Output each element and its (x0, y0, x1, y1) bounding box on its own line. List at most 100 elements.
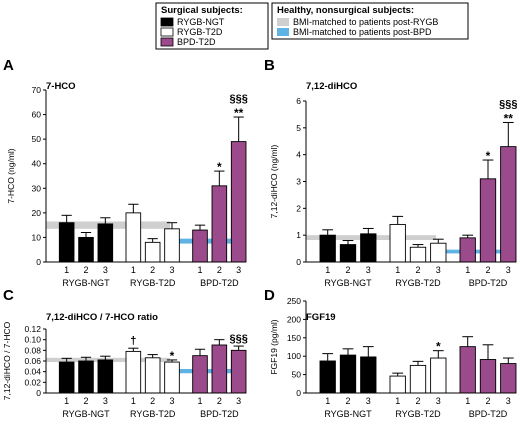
group-label: RYGB-NGT (62, 278, 110, 288)
band-bmi-bpd (174, 369, 246, 374)
group-label: BPD-T2D (469, 278, 508, 288)
legend-label-bmi-bpd: BMI-matched to patients post-BPD (293, 27, 432, 37)
y-tick-label: 0.02 (24, 377, 41, 387)
y-tick-label: 0 (36, 257, 41, 267)
legend-swatch-rygb-t2d (160, 27, 174, 37)
x-tick-label: 3 (436, 396, 441, 406)
x-tick-label: 1 (325, 396, 330, 406)
group-label: RYGB-T2D (395, 278, 441, 288)
bar (97, 223, 114, 263)
x-tick-label: 3 (436, 265, 441, 275)
y-axis-label: FGF19 (pg/ml) (269, 319, 279, 374)
bar (78, 236, 94, 263)
x-tick-label: 2 (150, 265, 155, 275)
y-tick-label: 2 (296, 203, 301, 213)
x-tick-label: 1 (131, 265, 136, 275)
bar (319, 360, 336, 394)
x-tick-label: 1 (197, 265, 202, 275)
bar (339, 354, 357, 394)
y-tick-label: 1 (296, 230, 301, 240)
y-tick-label: 200 (287, 314, 301, 324)
x-tick-label: 3 (169, 265, 174, 275)
panel-d: D FGF19 FGF19 (pg/ml) 1 2 3 1 2 3 1 2 3 0 50 100 150 200… (264, 287, 517, 419)
panel-title: 7,12-diHCO (306, 81, 357, 92)
group-label: BPD-T2D (200, 409, 239, 419)
bar (192, 355, 208, 394)
legend-swatch-bmi-bpd (277, 28, 289, 36)
bar (211, 185, 228, 263)
y-tick-label: 100 (287, 351, 301, 361)
x-tick-label: 1 (64, 396, 69, 406)
bar (97, 359, 114, 394)
y-tick-label: 4 (296, 150, 301, 160)
y-tick-label: 0.06 (24, 356, 41, 366)
bar (389, 223, 406, 263)
x-tick-label: 2 (415, 396, 420, 406)
bar (58, 361, 75, 394)
x-tick-label: 2 (415, 265, 420, 275)
y-tick-label: 0.12 (24, 324, 41, 334)
x-tick-label: 1 (197, 396, 202, 406)
panel-b: B 7,12-diHCO 7,12-diHCO (ng/ml) 1 2 3 1 2 3 1 2 3 0 1… (264, 57, 517, 288)
panel-letter: B (264, 57, 275, 74)
legend-healthy-title: Healthy, nonsurgical subjects: (277, 5, 414, 16)
legend-label-rygb-ngt: RYGB-NGT (177, 17, 225, 27)
bar (360, 233, 377, 263)
bar (409, 364, 427, 394)
x-tick-label: 1 (465, 265, 470, 275)
x-tick-label: 2 (485, 265, 490, 275)
y-tick-label: 6 (296, 96, 301, 106)
significance-annotation: * (436, 340, 441, 354)
legend-healthy: Healthy, nonsurgical subjects: BMI-match… (271, 2, 469, 40)
y-axis-label: 7-HCO (ng/ml) (6, 148, 16, 203)
group-label: RYGB-T2D (130, 409, 176, 419)
band-bmi-bpd (174, 238, 246, 244)
bar (144, 357, 161, 394)
panel-c: C 7,12-diHCO / 7-HCO ratio 7,12-diHCO / 7-… (2, 287, 248, 419)
bar (360, 356, 377, 394)
x-tick-label: 2 (345, 265, 350, 275)
bar (319, 234, 336, 263)
y-axis-label: 7,12-diHCO (ng/ml) (269, 144, 279, 218)
significance-annotation: §§§ (229, 333, 247, 345)
group-label: RYGB-T2D (130, 278, 176, 288)
bar (500, 146, 517, 263)
significance-annotation: * (170, 349, 175, 363)
x-tick-label: 1 (325, 265, 330, 275)
bar (339, 244, 357, 263)
panel-letter: D (264, 287, 275, 304)
y-tick-label: 0 (36, 388, 41, 398)
significance-annotation: §§§ (499, 98, 517, 110)
y-tick-label: 60 (32, 110, 42, 120)
y-tick-label: 3 (296, 177, 301, 187)
y-tick-label: 0.04 (24, 367, 41, 377)
bar (479, 178, 497, 263)
x-tick-label: 1 (64, 265, 69, 275)
x-tick-label: 2 (345, 396, 350, 406)
bar (211, 344, 228, 394)
bar (230, 141, 247, 263)
y-tick-label: 50 (292, 370, 302, 380)
bar (144, 241, 161, 263)
x-tick-label: 2 (485, 396, 490, 406)
x-tick-label: 1 (395, 265, 400, 275)
group-label: RYGB-NGT (324, 278, 372, 288)
bar (164, 361, 180, 394)
y-tick-label: 0.08 (24, 345, 41, 355)
x-tick-label: 3 (366, 396, 371, 406)
legend-label-rygb-t2d: RYGB-T2D (177, 27, 223, 37)
x-tick-label: 3 (103, 396, 108, 406)
y-tick-label: 150 (287, 333, 301, 343)
panel-letter: A (3, 57, 14, 74)
bar (479, 359, 497, 394)
group-label: RYGB-NGT (62, 409, 110, 419)
bar (125, 212, 142, 263)
bar (459, 346, 476, 394)
group-label: BPD-T2D (469, 409, 508, 419)
bar (459, 237, 476, 263)
y-tick-label: 50 (32, 134, 42, 144)
x-tick-label: 2 (150, 396, 155, 406)
group-label: BPD-T2D (200, 278, 239, 288)
legend-surgical: Surgical subjects: RYGB-NGT RYGB-T2D BPD… (155, 2, 269, 50)
